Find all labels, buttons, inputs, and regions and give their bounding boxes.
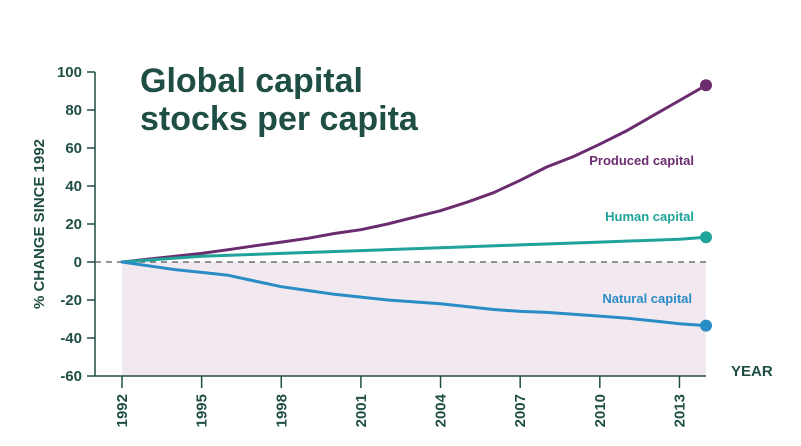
human-capital-end-marker	[700, 231, 712, 244]
produced-capital-end-marker	[700, 79, 712, 92]
y-tick-label: 60	[65, 140, 82, 157]
x-tick-label: 2007	[512, 394, 529, 427]
x-tick-label: 2004	[433, 393, 450, 427]
natural-capital-end-marker	[700, 319, 712, 332]
y-tick-label: 20	[65, 216, 82, 233]
natural-capital-line	[120, 260, 708, 328]
series-lines	[120, 79, 712, 332]
x-tick-label: 1998	[273, 394, 290, 427]
y-ticks: 100 80 60 40 20 0 -20 -40 -60	[57, 64, 95, 385]
y-axis-title: % CHANGE SINCE 1992	[31, 139, 48, 309]
x-axis-title: YEAR	[731, 363, 773, 380]
negative-region-shading	[122, 262, 706, 376]
x-tick-label: 1995	[194, 394, 211, 427]
y-tick-label: -20	[60, 292, 82, 309]
y-tick-label: 80	[65, 102, 82, 119]
negative-region	[122, 262, 706, 376]
y-tick-label: -40	[60, 330, 82, 347]
y-tick-label: -60	[60, 368, 82, 385]
x-tick-label: 2013	[671, 394, 688, 427]
y-tick-label: 0	[74, 254, 82, 271]
chart-title-line-1: Global capital	[140, 62, 363, 100]
human-capital-label: Human capital	[605, 209, 694, 224]
x-tick-label: 2010	[592, 394, 609, 427]
produced-capital-label: Produced capital	[589, 153, 694, 168]
natural-capital-label: Natural capital	[602, 291, 692, 306]
human-capital-line	[120, 235, 708, 264]
y-tick-label: 40	[65, 178, 82, 195]
chart-title-line-2: stocks per capita	[140, 100, 419, 138]
x-tick-label: 2001	[353, 394, 370, 427]
series-labels: Produced capital Human capital Natural cap…	[589, 153, 694, 306]
x-ticks: 1992 1995 1998 2001 2004 2007 2010 2013	[114, 376, 688, 427]
produced-capital-line	[120, 83, 708, 264]
x-tick-label: 1992	[114, 394, 131, 427]
y-tick-label: 100	[57, 64, 82, 81]
